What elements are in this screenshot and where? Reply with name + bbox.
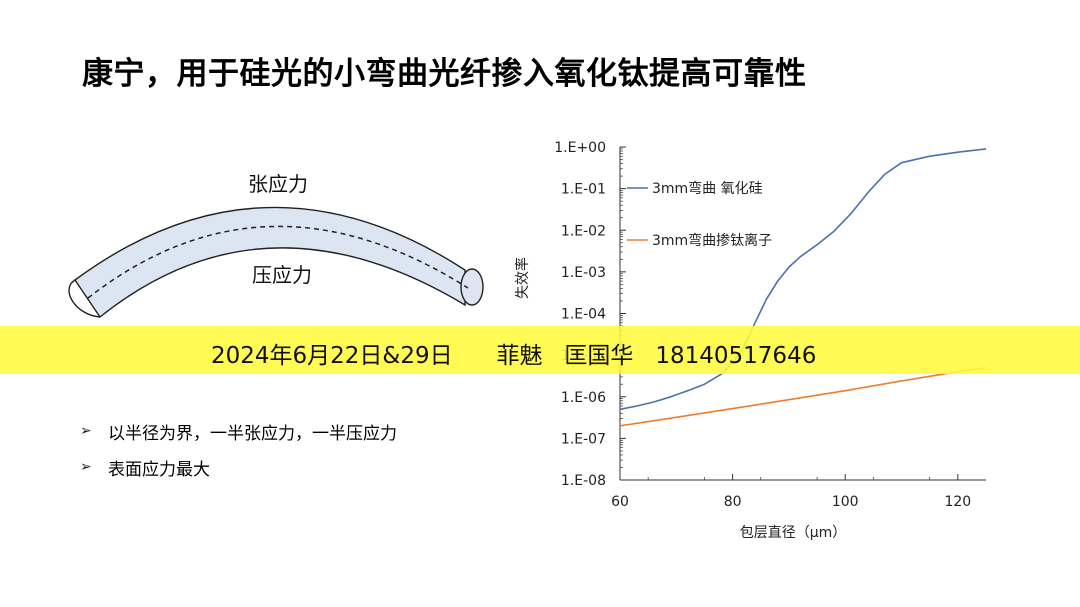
y-tick-label: 1.E-06 — [561, 390, 606, 406]
y-tick-label: 1.E-01 — [561, 182, 606, 198]
banner-text: 2024年6月22日&29日 菲魅 匡国华 18140517646 — [211, 343, 817, 369]
y-tick-label: 1.E-04 — [561, 307, 606, 323]
y-tick-label: 1.E-07 — [561, 431, 606, 447]
series-line-2 — [619, 366, 987, 427]
fiber-right-end — [460, 268, 484, 306]
chart-legend: 3mm弯曲 氧化硅 3mm弯曲掺钛离子 — [627, 180, 772, 249]
watermark-banner: 2024年6月22日&29日 菲魅 匡国华 18140517646 — [0, 326, 1080, 374]
x-tick-label: 80 — [724, 494, 742, 510]
arrow-bullet-icon: ➢ — [80, 459, 92, 475]
x-tick-label: 100 — [832, 494, 859, 510]
fiber-bend-diagram: 张应力 压应力 — [68, 172, 484, 319]
y-tick-label: 1.E+00 — [554, 140, 606, 156]
y-tick-label: 1.E-02 — [561, 223, 606, 239]
list-item: ➢ 表面应力最大 — [80, 449, 397, 485]
bullet-list: ➢ 以半径为界，一半张应力，一半压应力 ➢ 表面应力最大 — [80, 413, 397, 485]
chart-axes: 1.E-081.E-071.E-061.E-051.E-041.E-031.E-… — [554, 140, 986, 510]
legend-label-2: 3mm弯曲掺钛离子 — [652, 232, 772, 249]
arrow-bullet-icon: ➢ — [80, 423, 92, 439]
compression-label: 压应力 — [252, 263, 312, 287]
neutral-axis-line — [87, 225, 469, 299]
bullet-text: 以半径为界，一半张应力，一半压应力 — [108, 423, 397, 444]
y-axis-label: 失效率 — [514, 257, 531, 299]
x-tick-label: 60 — [611, 494, 629, 510]
series-line-1 — [619, 148, 987, 411]
x-axis-label: 包层直径（μm） — [740, 524, 847, 541]
y-tick-label: 1.E-08 — [561, 473, 606, 489]
tension-label: 张应力 — [248, 172, 308, 196]
fiber-left-end — [68, 279, 101, 318]
y-tick-label: 1.E-03 — [561, 265, 606, 281]
x-tick-label: 120 — [944, 494, 971, 510]
legend-label-1: 3mm弯曲 氧化硅 — [652, 180, 763, 197]
bullet-text: 表面应力最大 — [108, 459, 210, 480]
list-item: ➢ 以半径为界，一半张应力，一半压应力 — [80, 413, 397, 449]
page-title: 康宁，用于硅光的小弯曲光纤掺入氧化钛提高可靠性 — [82, 56, 807, 92]
